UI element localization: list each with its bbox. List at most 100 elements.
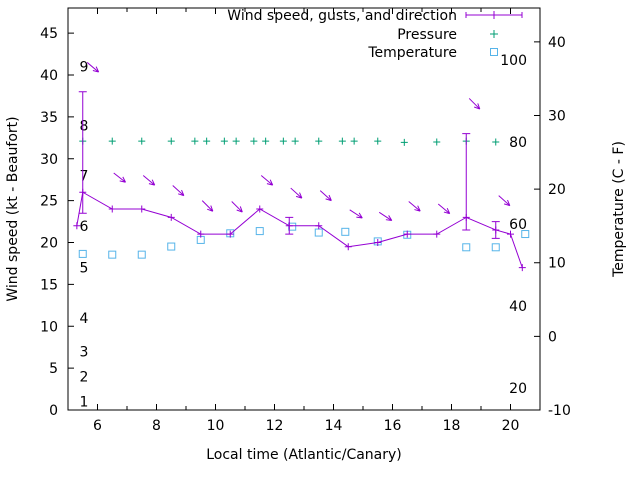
pressure-scale-label: 20 xyxy=(509,381,527,397)
wind-direction-arrow xyxy=(201,200,214,212)
x-axis-title: Local time (Atlantic/Canary) xyxy=(206,447,402,463)
y-right-tick-label: 10 xyxy=(548,256,566,272)
wind-series-marker xyxy=(507,230,514,238)
pressure-scale-label: 100 xyxy=(500,53,527,69)
temperature-point xyxy=(78,249,87,258)
pressure-scale-label: 40 xyxy=(509,299,527,315)
temperature-point xyxy=(288,222,297,231)
wind-series-marker xyxy=(518,264,526,272)
pressure-series-marker xyxy=(220,137,228,145)
x-tick-label: 6 xyxy=(93,418,102,434)
temperature-point xyxy=(491,243,500,252)
legend-label-wind: Wind speed, gusts, and direction xyxy=(227,8,457,24)
wind-series-marker xyxy=(285,222,293,230)
y-left-tick-label: 35 xyxy=(40,110,58,126)
pressure-series xyxy=(79,137,500,146)
y-right-tick-label: 40 xyxy=(548,35,566,51)
axis-ticks: 6 8 10 12 14 16 18 20051015202530354045-1001020… xyxy=(40,8,571,434)
pressure-series-marker xyxy=(291,137,299,145)
beaufort-label: 4 xyxy=(80,311,89,327)
beaufort-label: 9 xyxy=(80,60,89,76)
wind-series-marker xyxy=(197,230,205,238)
temperature-point xyxy=(462,243,471,252)
temperature-point xyxy=(167,242,176,251)
wind-series-marker xyxy=(167,213,175,221)
wind-series-marker xyxy=(79,188,87,196)
wind-direction-arrow xyxy=(378,211,393,222)
y-left-tick-label: 25 xyxy=(40,194,58,210)
wind-series-marker xyxy=(108,205,116,213)
wind-direction-arrow xyxy=(437,203,451,215)
wind-direction-arrow xyxy=(349,209,363,219)
wind-direction-arrow xyxy=(231,201,243,213)
temperature-point xyxy=(521,230,530,239)
wind-direction-arrow xyxy=(86,62,100,73)
beaufort-label: 5 xyxy=(80,261,89,277)
wind-series-marker xyxy=(226,230,234,238)
y-axis-right-title: Temperature (C - F) xyxy=(611,141,627,278)
wind-series-marker xyxy=(492,226,500,234)
beaufort-label: 7 xyxy=(80,169,89,185)
pressure-series-marker xyxy=(250,137,258,145)
wind-direction-arrows xyxy=(86,62,511,222)
legend-sample-pressure-marker xyxy=(490,30,498,38)
y-left-tick-label: 40 xyxy=(40,68,58,84)
x-tick-label: 20 xyxy=(502,418,520,434)
wind-speed-line xyxy=(76,191,523,268)
y-left-tick-label: 15 xyxy=(40,277,58,293)
wind-series-marker xyxy=(73,222,81,230)
y-right-tick-label: 20 xyxy=(548,182,566,198)
temperature-point xyxy=(108,250,117,259)
legend-label-pressure: Pressure xyxy=(397,27,457,43)
x-tick-label: 10 xyxy=(207,418,225,434)
temperature-point xyxy=(314,228,323,237)
beaufort-label: 2 xyxy=(80,370,89,386)
pressure-series-marker xyxy=(492,138,500,146)
wind-direction-arrow xyxy=(142,175,156,186)
y-left-tick-label: 5 xyxy=(49,361,58,377)
pressure-series-marker xyxy=(167,137,175,145)
pressure-series-marker xyxy=(232,137,240,145)
beaufort-label: 1 xyxy=(80,395,89,411)
legend-label-temperature: Temperature xyxy=(367,45,457,61)
pressure-series-marker xyxy=(203,137,211,145)
wind-direction-arrow xyxy=(468,98,481,110)
y-right-tick-label: -10 xyxy=(548,403,571,419)
y-right-tick-label: 0 xyxy=(548,329,557,345)
pressure-series-marker xyxy=(138,137,146,145)
pressure-series-marker xyxy=(374,137,382,145)
x-tick-label: 18 xyxy=(443,418,461,434)
wind-series xyxy=(73,91,526,272)
pressure-scale-labels: 100 80 60 40 20 xyxy=(500,53,527,397)
wind-series-marker xyxy=(344,243,352,251)
wind-direction-arrow xyxy=(260,175,274,186)
legend-sample-temperature xyxy=(490,48,498,56)
wind-series-marker xyxy=(374,239,382,246)
y-right-tick-label: 30 xyxy=(548,108,566,124)
beaufort-label: 3 xyxy=(80,344,89,360)
temperature-series xyxy=(78,222,530,259)
beaufort-scale-labels: 1 2 3 4 5 6 7 8 9 xyxy=(80,60,89,411)
y-left-tick-label: 0 xyxy=(49,403,58,419)
wind-series-marker xyxy=(256,205,264,213)
pressure-series-marker xyxy=(338,137,346,145)
pressure-series-marker xyxy=(433,138,441,146)
wind-series-marker xyxy=(403,230,411,238)
temperature-point xyxy=(137,250,146,259)
x-tick-label: 16 xyxy=(384,418,402,434)
wind-series-marker xyxy=(138,205,146,213)
pressure-scale-label: 60 xyxy=(509,217,527,233)
pressure-scale-label: 80 xyxy=(509,135,527,151)
wind-direction-arrow xyxy=(319,190,332,202)
pressure-series-marker xyxy=(350,137,358,145)
pressure-series-marker xyxy=(191,137,199,145)
temperature-point xyxy=(341,227,350,236)
pressure-series-marker xyxy=(279,137,287,145)
wind-direction-arrow xyxy=(290,187,303,199)
temperature-point xyxy=(255,227,264,236)
beaufort-label: 6 xyxy=(80,219,89,235)
beaufort-label: 8 xyxy=(80,118,89,134)
y-axis-left-title: Wind speed (kt - Beaufort) xyxy=(5,116,21,301)
